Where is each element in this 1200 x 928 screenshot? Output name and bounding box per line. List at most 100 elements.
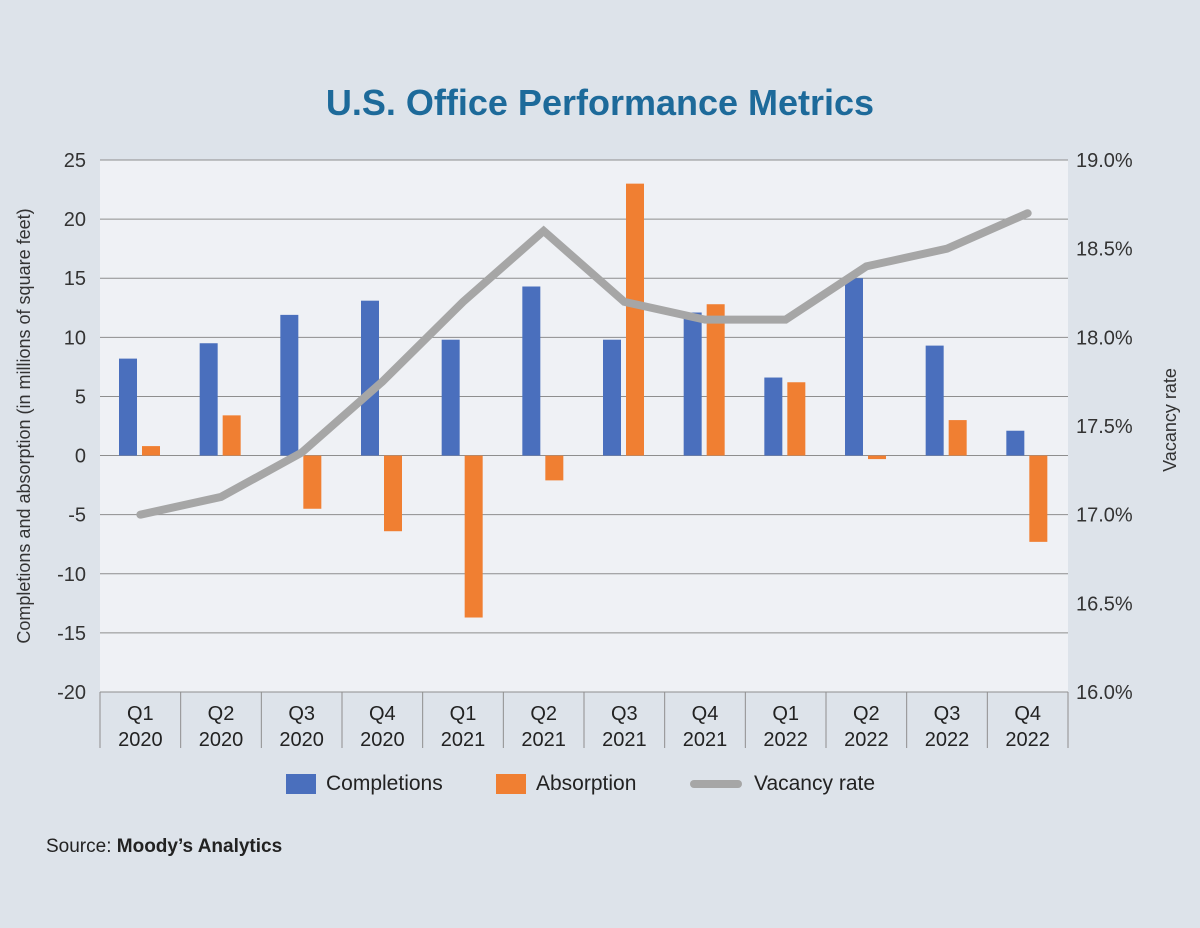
legend-swatch-absorption [496,774,526,794]
legend-item-completions: Completions [286,772,443,796]
category-year-label: 2021 [521,729,566,751]
completions-bar [764,377,783,456]
vacancy-rate-line [136,209,1032,519]
left-tick-label: 15 [64,268,86,290]
left-tick-label: -10 [57,564,86,586]
left-tick-label: 20 [64,209,86,231]
category-year-label: 2022 [925,729,970,751]
absorption-bar [948,420,967,456]
right-axis-title: Vacancy rate [1160,368,1180,472]
absorption-bar [868,455,886,460]
category-year-label: 2022 [844,729,889,751]
right-tick-label: 16.5% [1076,593,1133,615]
absorption-bar [384,455,402,532]
vacancy-rate-point [139,513,142,516]
left-axis-title: Completions and absorption (in millions … [14,208,34,643]
completions-bar [361,300,379,456]
absorption-bar [464,455,483,618]
right-tick-label: 17.5% [1076,416,1133,438]
completions-bar [280,314,299,456]
legend-swatch-vacancy-rate [690,780,742,788]
left-tick-label: 5 [75,386,86,408]
left-axis-ticks: 25 20 15 10 5 0 -5 -10 -15 -20 [57,150,86,704]
source-name: Moody’s Analytics [116,836,283,857]
category-quarter-label: Q3 [288,703,315,725]
vacancy-rate-point [623,300,626,303]
vacancy-rate-point [784,318,787,321]
category-quarter-label: Q1 [450,703,477,725]
category-year-label: 2020 [118,729,163,751]
category-year-label: 2020 [279,729,324,751]
absorption-bar [545,455,564,481]
left-tick-label: -15 [57,623,86,645]
vacancy-rate-point [865,265,868,268]
source-note: Source: Moody’s Analytics [46,836,282,858]
left-tick-label: -20 [57,682,86,704]
vacancy-rate-point [220,495,222,498]
vacancy-rate-point [300,451,303,454]
completions-bar [603,339,621,456]
category-quarter-label: Q4 [1014,703,1041,725]
completions-bar [1006,430,1025,456]
category-quarter-label: Q4 [692,703,719,725]
category-year-label: 2022 [763,729,808,751]
left-tick-label: 0 [75,446,86,468]
plot-area [100,160,1068,692]
category-year-label: 2020 [360,729,405,751]
left-tick-label: -5 [68,505,86,527]
chart-title: U.S. Office Performance Metrics [325,82,875,123]
vacancy-rate-point [1026,212,1029,215]
legend-label-absorption: Absorption [536,772,637,795]
legend-swatch-completions [286,774,316,794]
category-quarter-label: Q2 [853,703,880,725]
category-quarter-label: Q3 [611,703,638,725]
left-tick-label: 25 [64,150,86,172]
category-quarter-label: Q4 [369,703,396,725]
right-tick-label: 18.0% [1076,327,1133,349]
legend-label-completions: Completions [326,772,443,795]
category-year-label: 2021 [683,729,728,751]
legend-item-absorption: Absorption [496,772,636,796]
right-tick-label: 17.0% [1076,505,1133,527]
right-tick-label: 18.5% [1076,239,1133,261]
completions-bar [119,358,137,456]
category-axis: Q1 2020 Q2 2020 Q3 2020 Q4 2020 Q1 2021 Q2 2021 Q3 20… [99,691,1069,751]
category-quarter-label: Q2 [208,703,235,725]
source-label: Source: [46,836,112,857]
vacancy-line [136,209,1032,519]
completions-bar [925,345,944,456]
legend-item-vacancy-rate: Vacancy rate [690,772,875,796]
absorption-bar [142,446,160,456]
absorption-bar [1029,455,1048,542]
category-year-label: 2022 [1005,729,1050,751]
category-year-label: 2021 [441,729,486,751]
right-tick-label: 16.0% [1076,682,1133,704]
category-year-label: 2020 [199,729,244,751]
vacancy-rate-point [946,247,948,250]
left-tick-label: 10 [64,327,86,349]
office-metrics-chart: 25 20 15 10 5 0 -5 -10 -15 -20 19.0% 18.5% 18.0% 17.… [14,150,1180,751]
completions-bar [845,278,863,456]
completions-bar [522,286,541,456]
category-year-label: 2021 [602,729,647,751]
completions-bar [683,312,702,456]
completions-bar [441,339,460,456]
vacancy-rate-point [381,380,384,383]
absorption-bar [626,183,644,456]
category-quarter-label: Q1 [772,703,799,725]
absorption-bar [303,455,322,509]
bars [119,183,1048,618]
category-quarter-label: Q2 [530,703,557,725]
right-axis-ticks: 19.0% 18.5% 18.0% 17.5% 17.0% 16.5% 16.0% [1076,150,1133,704]
absorption-bar [222,415,241,456]
right-tick-label: 19.0% [1076,150,1133,172]
vacancy-rate-point [704,318,706,321]
category-quarter-label: Q3 [934,703,961,725]
category-quarter-label: Q1 [127,703,154,725]
vacancy-rate-point [462,300,464,303]
absorption-bar [787,382,806,456]
completions-bar [199,343,218,456]
legend: Completions Absorption Vacancy rate [0,772,1200,804]
vacancy-rate-point [542,229,545,232]
absorption-bar [706,304,725,456]
